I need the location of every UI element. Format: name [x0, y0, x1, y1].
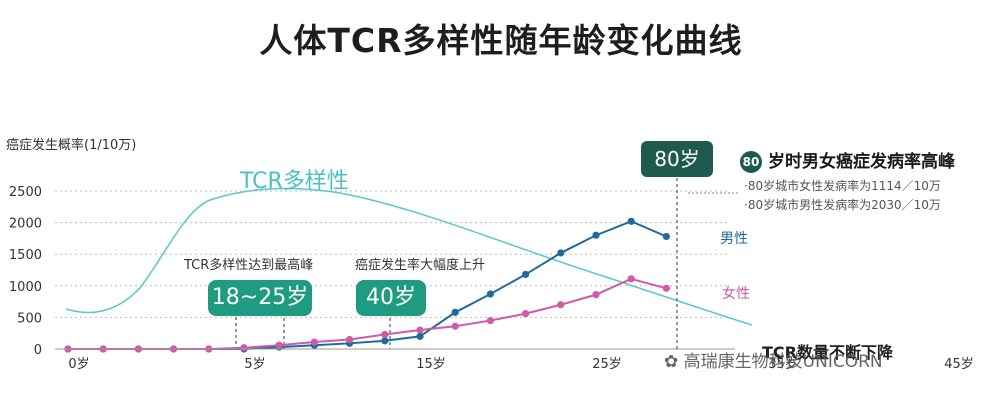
data-point-female [557, 301, 565, 309]
data-point-female [486, 316, 494, 325]
age-80-label: 80岁 [641, 141, 713, 177]
wechat-icon: ✿ [664, 352, 684, 372]
data-point-female [346, 335, 354, 344]
legend-male: 男性 [720, 231, 748, 247]
data-point-female [662, 284, 671, 292]
data-point-female [522, 310, 530, 318]
data-point-male [522, 270, 530, 279]
x-tick-label: 5岁 [244, 357, 265, 372]
male-note: ·80岁城市男性发病率为2030／10万 [744, 198, 941, 212]
watermark: ✿ 高瑞康生物科技UNICORN [664, 347, 883, 372]
x-tick-label: 45岁 [944, 357, 974, 372]
data-point-male [592, 231, 600, 239]
data-point-male [557, 249, 565, 257]
cancer-rise-age-pill: 40岁 [356, 280, 426, 316]
data-point-female [240, 344, 248, 352]
female-note: ·80岁城市女性发病率为1114／10万 [744, 179, 941, 193]
tcr-decline-text: TCR数量不断下降 [762, 343, 893, 362]
y-axis-title: 癌症发生概率(1/10万) [6, 138, 137, 153]
y-tick-label: 500 [17, 311, 42, 326]
x-tick-label: 15岁 [416, 357, 446, 372]
y-tick-label: 2000 [9, 217, 42, 232]
peak-tcr-text: TCR多样性达到最高峰 [184, 258, 314, 273]
x-tick-label: 0岁 [68, 357, 89, 372]
x-tick-label: 25岁 [592, 357, 622, 372]
data-point-male [627, 217, 635, 225]
y-tick-label: 2500 [9, 185, 42, 200]
page-title: 人体TCR多样性随年龄变化曲线 [259, 21, 743, 60]
watermark-text: 高瑞康生物科技UNICORN [683, 352, 883, 372]
tcr-curve-label: TCR多样性 [240, 169, 349, 194]
data-point-female [451, 322, 459, 330]
peak-tcr-age-pill: 18~25岁 [208, 280, 312, 316]
data-point-female [416, 326, 424, 334]
y-tick-label: 1000 [9, 280, 42, 295]
data-point-male [416, 332, 424, 340]
y-tick-label: 1500 [9, 248, 42, 263]
data-point-male [662, 232, 671, 241]
data-point-female [310, 338, 318, 346]
cancer-rise-text: 癌症发生率大幅度上升 [355, 258, 486, 273]
data-point-female [627, 275, 635, 283]
legend-female: 女性 [722, 286, 750, 302]
data-point-female [592, 291, 600, 299]
peak-title-text: 岁时男女癌症发病率高峰 [768, 152, 955, 172]
peak-title: 80 岁时男女癌症发病率高峰 [740, 147, 955, 173]
data-point-female [275, 341, 283, 349]
data-point-male [451, 308, 459, 316]
data-point-female [381, 330, 389, 339]
data-point-male [381, 337, 389, 345]
x-tick-label: 35岁 [768, 357, 798, 372]
y-tick-label: 0 [34, 343, 42, 358]
data-point-male [486, 290, 494, 298]
tcr-diversity-curve [65, 187, 753, 326]
peak-badge: 80 [740, 151, 762, 173]
